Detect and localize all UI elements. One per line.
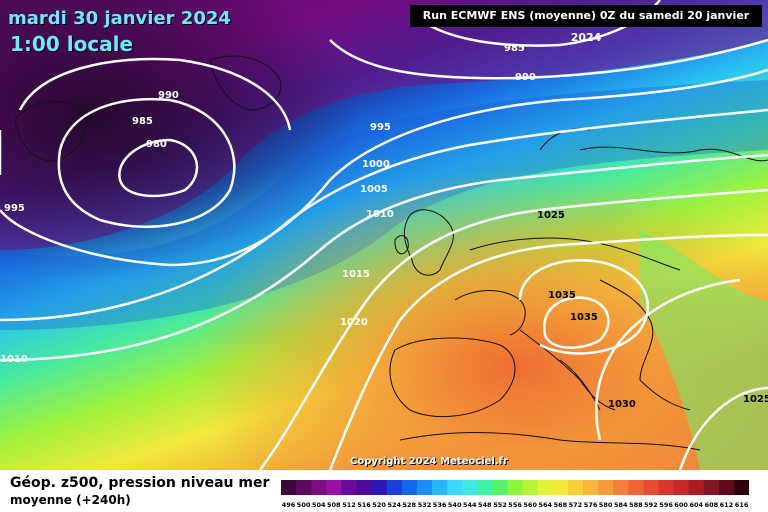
scale-swatch (598, 480, 614, 495)
isobar-label: 995 (4, 203, 25, 214)
scale-swatch (643, 480, 659, 495)
scale-swatch (281, 480, 297, 495)
scale-swatch (537, 480, 554, 495)
isobar-label: 990 (158, 90, 179, 101)
scale-label: 516 (357, 501, 371, 509)
scale-label: 524 (388, 501, 402, 509)
isobar-label: 1010 (0, 354, 28, 365)
weather-map: 985 990 990 985 980 995 995 1000 1005 10… (0, 0, 768, 470)
scale-label: 544 (463, 501, 477, 509)
scale-swatch (673, 480, 690, 495)
scale-label: 576 (584, 501, 598, 509)
isobar-label: 1000 (362, 159, 390, 170)
forecast-time: 1:00 locale (10, 32, 134, 56)
scale-swatch (296, 480, 312, 495)
scale-label: 556 (508, 501, 522, 509)
scale-swatch (371, 480, 388, 495)
scale-label: 504 (312, 501, 326, 509)
scale-label: 496 (282, 501, 296, 509)
green-zone (640, 230, 768, 470)
scale-label: 568 (554, 501, 568, 509)
scale-swatch (703, 480, 720, 495)
scale-swatch (688, 480, 705, 495)
scale-swatch (507, 480, 524, 495)
scale-swatch (401, 480, 418, 495)
color-scale: 496 500 504 508 512 516 520 524 528 532 536 540 544 5… (281, 480, 749, 509)
isobar-label: 1010 (366, 209, 394, 220)
scale-label: 520 (372, 501, 386, 509)
scale-label: 536 (433, 501, 447, 509)
scale-label: 616 (735, 501, 749, 509)
scale-label: 500 (297, 501, 311, 509)
isobar-label: 1015 (342, 269, 370, 280)
scale-swatch (432, 480, 448, 495)
isobar-label: 1025 (537, 210, 565, 221)
scale-label: 528 (403, 501, 417, 509)
ridge-field (0, 0, 768, 470)
scale-label: 548 (478, 501, 492, 509)
scale-swatch (522, 480, 539, 495)
isobars (0, 0, 768, 470)
scale-label: 552 (493, 501, 507, 509)
forecast-date: mardi 30 janvier 2024 (8, 8, 231, 29)
isobar-label: 1030 (608, 399, 636, 410)
scale-swatch (492, 480, 508, 495)
scale-swatch (628, 480, 644, 495)
isobar-labels: 985 990 990 985 980 995 995 1000 1005 10… (0, 43, 768, 410)
isobar-label: 995 (370, 122, 391, 133)
scale-label: 564 (539, 501, 553, 509)
scale-label: 532 (418, 501, 432, 509)
scale-swatch (552, 480, 569, 495)
scale-swatch (462, 480, 478, 495)
isobar-label: 980 (146, 139, 167, 150)
isobar-label: 1005 (360, 184, 388, 195)
scale-swatch (567, 480, 584, 495)
scale-swatch (356, 480, 373, 495)
scale-label: 540 (448, 501, 462, 509)
isobar-label: 985 (132, 116, 153, 127)
scale-label: 592 (644, 501, 658, 509)
scale-label: 596 (659, 501, 673, 509)
scale-swatch (341, 480, 357, 495)
scale-swatch (613, 480, 629, 495)
scale-label: 612 (720, 501, 734, 509)
scale-swatch (477, 480, 493, 495)
scale-swatch (718, 480, 735, 495)
isobar-label: 1020 (340, 317, 368, 328)
scale-label: 608 (705, 501, 719, 509)
scale-swatch (447, 480, 463, 495)
run-info: Run ECMWF ENS (moyenne) 0Z du samedi 20 … (410, 5, 762, 44)
scale-swatch (734, 480, 749, 495)
scale-swatch (311, 480, 327, 495)
scale-label: 512 (342, 501, 356, 509)
scale-swatch (583, 480, 599, 495)
scale-label: 600 (674, 501, 688, 509)
scale-label: 588 (629, 501, 643, 509)
isobar-label: 990 (515, 72, 536, 83)
isobar-label: 1025 (743, 394, 768, 405)
isobar-label: 1035 (548, 290, 576, 301)
legend-subtitle: moyenne (+240h) (10, 493, 131, 507)
scale-swatch (386, 480, 403, 495)
scale-label: 508 (327, 501, 341, 509)
scale-label: 580 (599, 501, 613, 509)
scale-swatch (658, 480, 675, 495)
isobar-label: 1035 (570, 312, 598, 323)
isobar-label: 985 (504, 43, 525, 54)
copyright: Copyright 2024 Meteociel.fr (350, 456, 508, 467)
scale-label: 584 (614, 501, 628, 509)
legend-title: Géop. z500, pression niveau mer (10, 475, 270, 491)
scale-label: 604 (690, 501, 704, 509)
scale-label: 572 (569, 501, 583, 509)
scale-label: 560 (523, 501, 537, 509)
scale-swatch (416, 480, 433, 495)
coastlines (14, 55, 768, 451)
scale-swatch (326, 480, 342, 495)
